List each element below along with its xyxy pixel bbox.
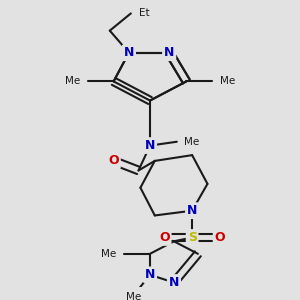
Text: N: N xyxy=(187,204,197,217)
Text: N: N xyxy=(164,46,174,59)
Text: S: S xyxy=(188,231,196,244)
Text: N: N xyxy=(145,139,155,152)
Text: N: N xyxy=(169,276,179,289)
Text: Me: Me xyxy=(220,76,235,86)
Text: Me: Me xyxy=(184,137,200,147)
Text: Me: Me xyxy=(65,76,80,86)
Text: N: N xyxy=(124,46,134,59)
Text: N: N xyxy=(145,268,155,281)
Text: Me: Me xyxy=(126,292,141,300)
Text: Et: Et xyxy=(139,8,149,18)
Text: Me: Me xyxy=(101,249,116,259)
Text: O: O xyxy=(108,154,119,167)
Text: O: O xyxy=(159,231,170,244)
Text: O: O xyxy=(214,231,225,244)
